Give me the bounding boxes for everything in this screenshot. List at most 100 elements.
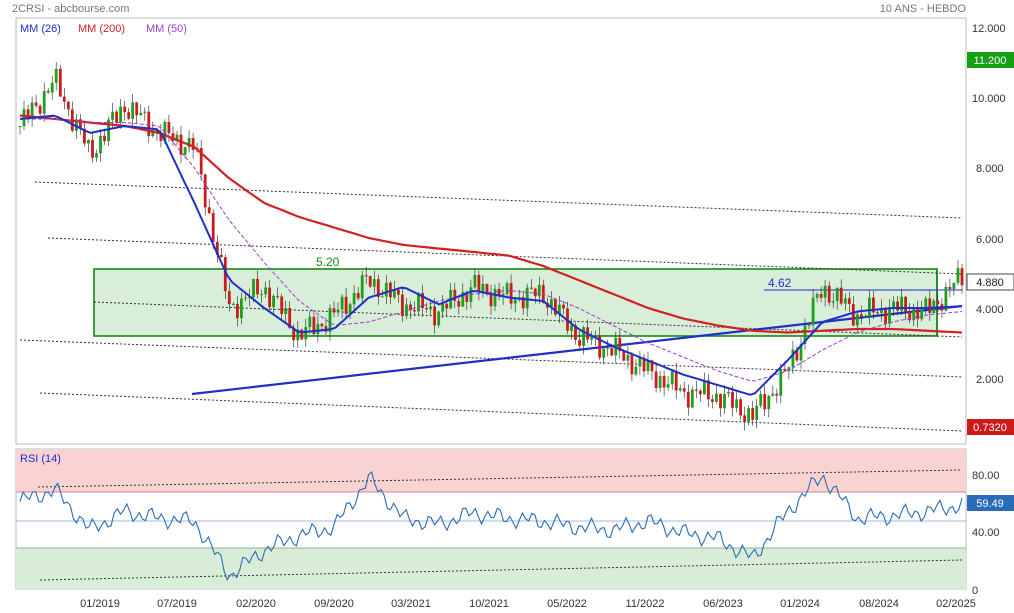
candle-down xyxy=(731,391,734,408)
price-panel-frame xyxy=(15,17,967,445)
candle-up xyxy=(835,287,839,302)
candle-down xyxy=(300,329,304,340)
candle-down xyxy=(743,415,746,422)
rsi-line xyxy=(19,471,963,582)
candle-down xyxy=(876,312,879,314)
candle-up xyxy=(143,111,147,113)
candle-down xyxy=(610,348,614,356)
last-price-badge xyxy=(966,273,1014,291)
candle-up xyxy=(779,369,783,396)
candle-down xyxy=(332,308,336,313)
candle-up xyxy=(823,285,827,298)
candle-down xyxy=(896,301,899,311)
candle-up xyxy=(727,391,730,394)
candle-down xyxy=(485,283,489,294)
candle-down xyxy=(497,288,501,297)
candle-down xyxy=(179,134,183,155)
candle-down xyxy=(751,408,755,420)
candle-down xyxy=(46,91,50,93)
candle-down xyxy=(91,140,94,158)
candle-down xyxy=(79,119,82,129)
candle-up xyxy=(799,344,803,361)
candle-down xyxy=(465,292,469,302)
candle-up xyxy=(308,316,312,327)
candle-up xyxy=(590,337,593,340)
candle-up xyxy=(715,393,718,402)
candle-down xyxy=(578,339,581,346)
candle-down xyxy=(509,283,513,304)
candle-down xyxy=(936,300,940,305)
candle-down xyxy=(397,289,400,295)
candle-up xyxy=(54,68,58,83)
candle-down xyxy=(489,293,493,307)
candle-up xyxy=(807,325,811,327)
candle-down xyxy=(674,371,678,391)
candle-down xyxy=(795,349,799,361)
candle-down xyxy=(521,297,525,309)
candle-down xyxy=(719,393,722,409)
ma50-line xyxy=(20,118,963,382)
candle-up xyxy=(634,366,638,375)
candle-up xyxy=(501,293,505,297)
candle-down xyxy=(860,314,863,317)
candle-up xyxy=(393,289,396,298)
candle-up xyxy=(513,299,517,304)
candle-up xyxy=(550,299,553,308)
candle-down xyxy=(884,307,887,324)
candle-down xyxy=(191,138,195,150)
channel-lines xyxy=(19,181,963,581)
candle-down xyxy=(839,287,843,304)
candle-down xyxy=(904,296,907,312)
x-tick: 01/2019 xyxy=(80,598,120,610)
candle-up xyxy=(461,292,465,307)
candle-up xyxy=(42,91,46,114)
rsi-tick: 0 xyxy=(972,585,978,597)
candle-down xyxy=(650,360,654,372)
legend-ma26: MM (26) xyxy=(20,23,61,35)
candle-down xyxy=(847,298,851,304)
candle-up xyxy=(304,327,308,340)
candle-up xyxy=(437,311,441,326)
candle-down xyxy=(280,296,284,314)
rsi-label: RSI (14) xyxy=(20,453,61,465)
candle-down xyxy=(320,323,324,327)
candle-up xyxy=(606,348,610,350)
candle-up xyxy=(735,399,738,408)
candle-down xyxy=(288,308,292,328)
candle-down xyxy=(662,376,666,388)
candle-up xyxy=(767,395,771,410)
candle-down xyxy=(574,325,577,340)
candle-up xyxy=(771,393,775,396)
candle-up xyxy=(811,297,815,326)
candle-up xyxy=(525,287,529,309)
candle-up xyxy=(380,296,384,298)
candle-up xyxy=(855,314,859,326)
candle-down xyxy=(58,68,62,97)
candle-down xyxy=(827,285,831,303)
candle-up xyxy=(900,296,903,311)
candle-up xyxy=(787,367,791,372)
candle-down xyxy=(872,297,875,313)
candle-down xyxy=(227,291,231,305)
support-trendline xyxy=(191,304,963,396)
candle-down xyxy=(948,287,952,289)
candle-down xyxy=(83,128,86,144)
low-badge-text: 0.7320 xyxy=(973,422,1007,434)
rsi-badge xyxy=(967,495,1014,511)
candle-down xyxy=(312,316,316,335)
candle-down xyxy=(763,394,767,410)
candle-up xyxy=(473,275,477,288)
candle-up xyxy=(139,112,143,116)
candle-up xyxy=(831,301,835,303)
candle-up xyxy=(888,307,891,324)
candle-up xyxy=(175,134,179,141)
candle-down xyxy=(775,393,779,396)
candle-up xyxy=(505,283,509,294)
candle-down xyxy=(682,388,686,392)
candle-down xyxy=(445,303,449,309)
candle-down xyxy=(123,106,127,113)
candle-down xyxy=(211,213,215,242)
x-tick: 10/2021 xyxy=(469,598,509,610)
candle-down xyxy=(34,102,38,106)
candle-down xyxy=(433,306,436,326)
